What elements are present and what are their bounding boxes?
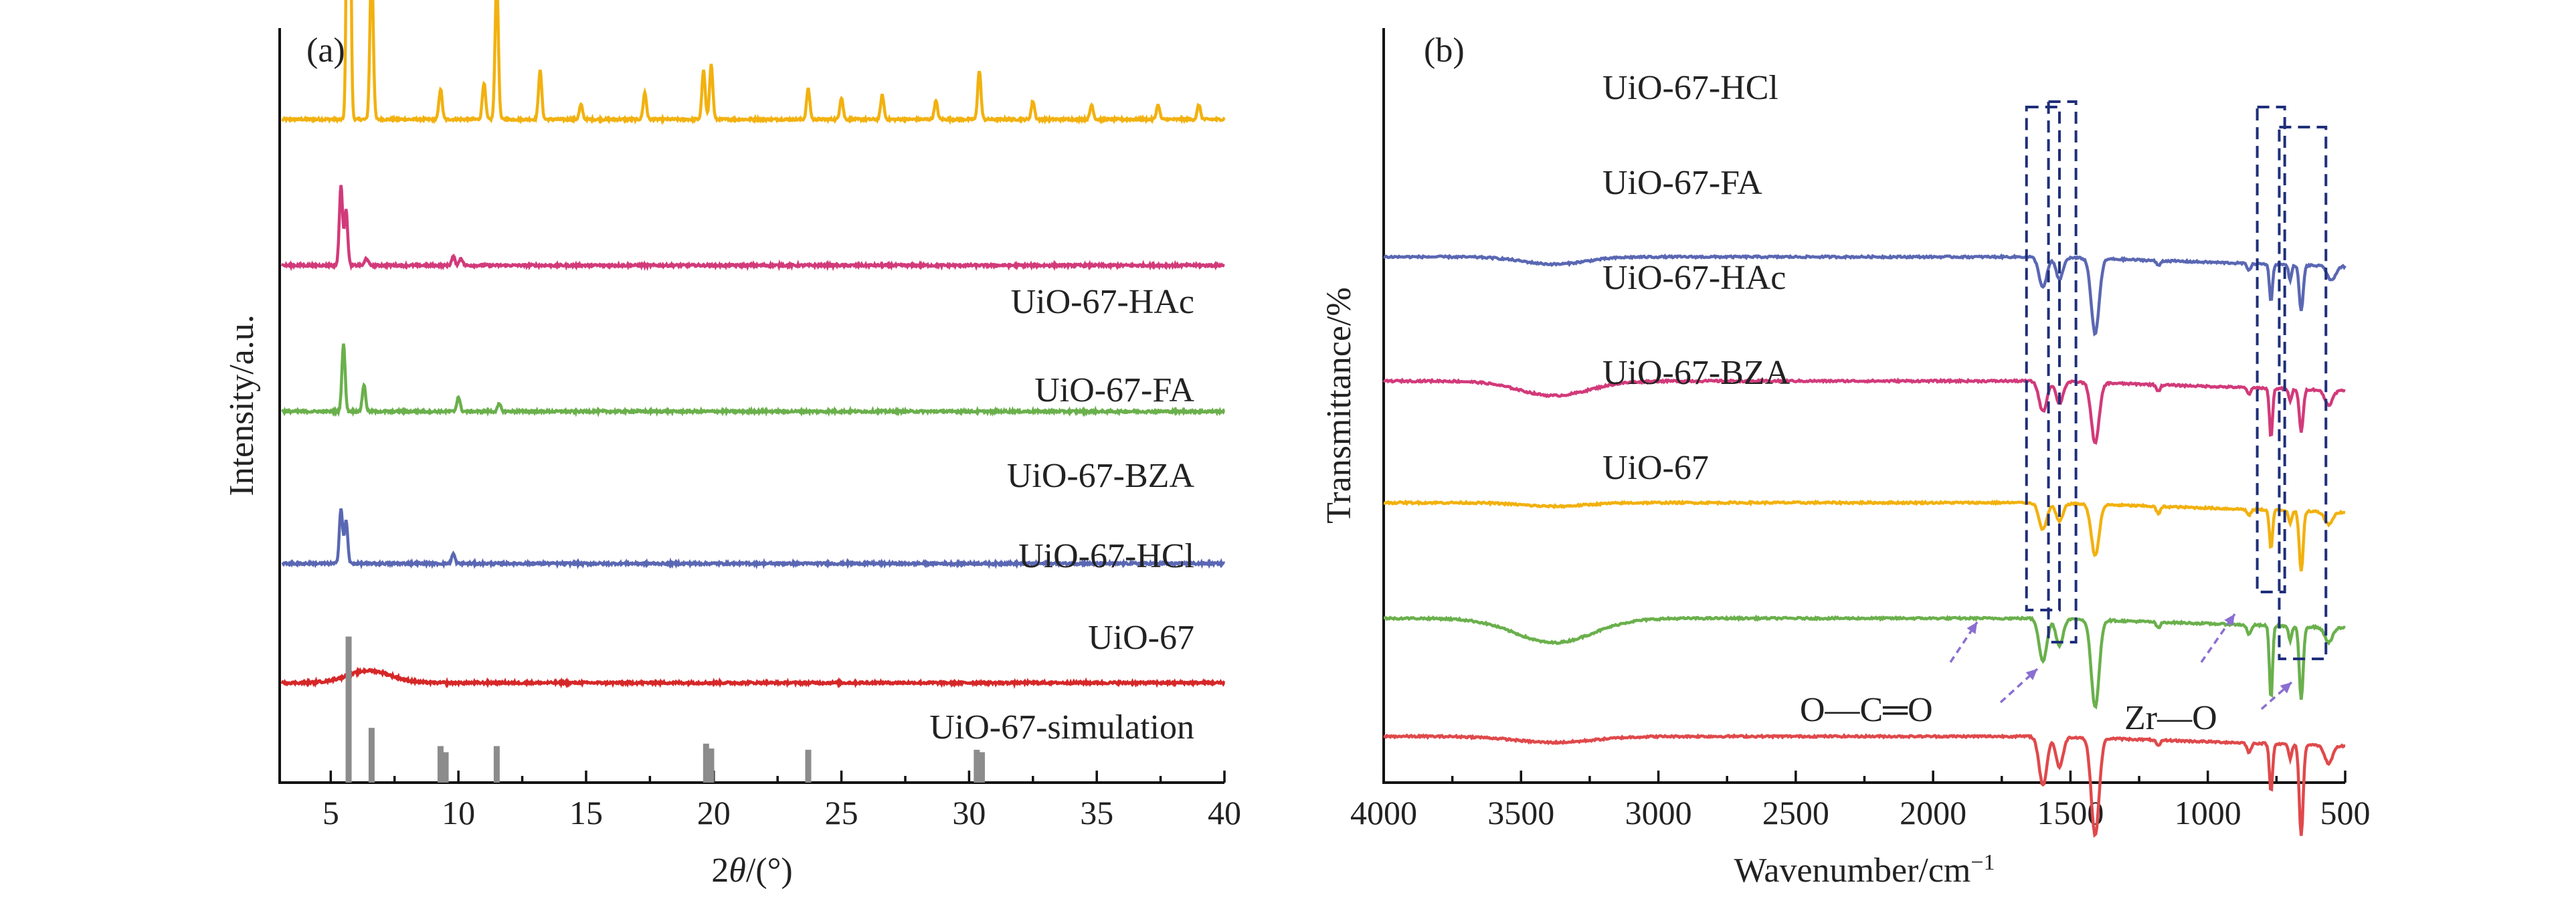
xrd-series-label: UiO-67-HCl	[1018, 537, 1194, 575]
xrd-series-group	[280, 0, 1226, 783]
ftir-x-tick-label: 3500	[1487, 794, 1554, 831]
xrd-series-line	[280, 343, 1226, 417]
xrd-series-label: UiO-67-FA	[1034, 371, 1194, 409]
ftir-highlight-box	[2047, 100, 2078, 643]
xrd-x-tick-label: 40	[1208, 794, 1241, 831]
xrd-series-line	[280, 666, 1226, 690]
xrd-axes	[278, 28, 1224, 784]
xrd-series-label: UiO-67-simulation	[929, 708, 1194, 746]
annotation-zr-o: Zr—O	[2124, 699, 2217, 737]
ftir-x-axis-title: Wavenumber/cm−1	[1734, 850, 1995, 890]
annotation-arrowhead	[2224, 614, 2235, 626]
annotation-arrowhead	[2280, 682, 2292, 694]
xrd-x-tick-label: 35	[1080, 794, 1113, 831]
ftir-x-tick-label: 3000	[1625, 794, 1692, 831]
xrd-x-ticks: 5 10 15 20 25 30 35 40	[323, 771, 1241, 831]
ftir-x-tick-label: 4000	[1350, 794, 1417, 831]
ftir-x-tick-label: 1000	[2175, 794, 2241, 831]
ftir-annotations: O—C═O Zr—O	[1800, 613, 2293, 737]
xrd-x-tick-label: 30	[952, 794, 986, 831]
xrd-series-labels: UiO-67-HAc UiO-67-FA UiO-67-BZA UiO-67-HCl U…	[929, 283, 1194, 746]
annotation-carboxyl: O—C═O	[1800, 691, 1933, 729]
ftir-series-label: UiO-67-HAc	[1602, 259, 1786, 297]
xrd-x-tick-label: 25	[825, 794, 858, 831]
ftir-x-ticks: 4000 3500 3000 2500 2000 1500 1000 500	[1350, 771, 2371, 831]
annotation-arrowhead	[1966, 622, 1977, 634]
ftir-highlight-boxes	[2025, 100, 2328, 660]
xrd-series-line	[280, 185, 1225, 272]
ftir-series-label: UiO-67-BZA	[1602, 354, 1790, 392]
ftir-series-line	[1383, 499, 2346, 572]
ftir-highlight-box	[2256, 106, 2286, 593]
ftir-series-line	[1383, 732, 2346, 838]
xrd-x-tick-label: 20	[697, 794, 731, 831]
ftir-panel-label: (b)	[1424, 31, 1465, 70]
ftir-series-group	[1382, 253, 2347, 838]
xrd-x-tick-label: 5	[323, 794, 339, 831]
xrd-series-label: UiO-67-BZA	[1007, 457, 1195, 495]
xrd-y-axis-title: Intensity/a.u.	[223, 314, 261, 496]
ftir-panel: (b) 4000 3500 3000 2500 2000 1500 1000 500 Wave…	[1320, 28, 2371, 890]
ftir-x-tick-label: 2000	[1900, 794, 1966, 831]
ftir-x-tick-label: 500	[2320, 794, 2371, 831]
xrd-series-label: UiO-67	[1088, 619, 1194, 657]
ftir-series-line	[1384, 614, 2346, 710]
ftir-series-label: UiO-67-FA	[1602, 164, 1762, 202]
annotation-arrowhead	[2025, 669, 2037, 680]
xrd-x-tick-label: 15	[569, 794, 603, 831]
ftir-axes	[1382, 28, 2345, 784]
ftir-series-line	[1383, 253, 2347, 336]
ftir-series-label: UiO-67	[1602, 449, 1709, 487]
xrd-panel-label: (a)	[306, 31, 345, 70]
xrd-series-label: UiO-67-HAc	[1011, 283, 1194, 321]
ftir-series-labels: UiO-67-HCl UiO-67-FA UiO-67-HAc UiO-67-BZA U…	[1602, 69, 1790, 487]
xrd-series-line	[281, 508, 1226, 570]
xrd-panel: (a) 5 10 15 20 25 30 35 40 2θ/(°) Intensity/a.u…	[223, 0, 1241, 890]
ftir-y-axis-title: Transmittance/%	[1320, 287, 1358, 523]
xrd-series-line	[281, 0, 1226, 126]
xrd-x-tick-label: 10	[442, 794, 475, 831]
ftir-x-tick-label: 2500	[1762, 794, 1829, 831]
ftir-series-label: UiO-67-HCl	[1602, 69, 1778, 107]
ftir-highlight-box	[2025, 106, 2061, 611]
annotation-arrow	[1999, 668, 2039, 704]
ftir-series-line	[1382, 377, 2346, 445]
xrd-x-axis-title: 2θ/(°)	[711, 852, 792, 890]
ftir-highlight-box	[2278, 126, 2328, 660]
